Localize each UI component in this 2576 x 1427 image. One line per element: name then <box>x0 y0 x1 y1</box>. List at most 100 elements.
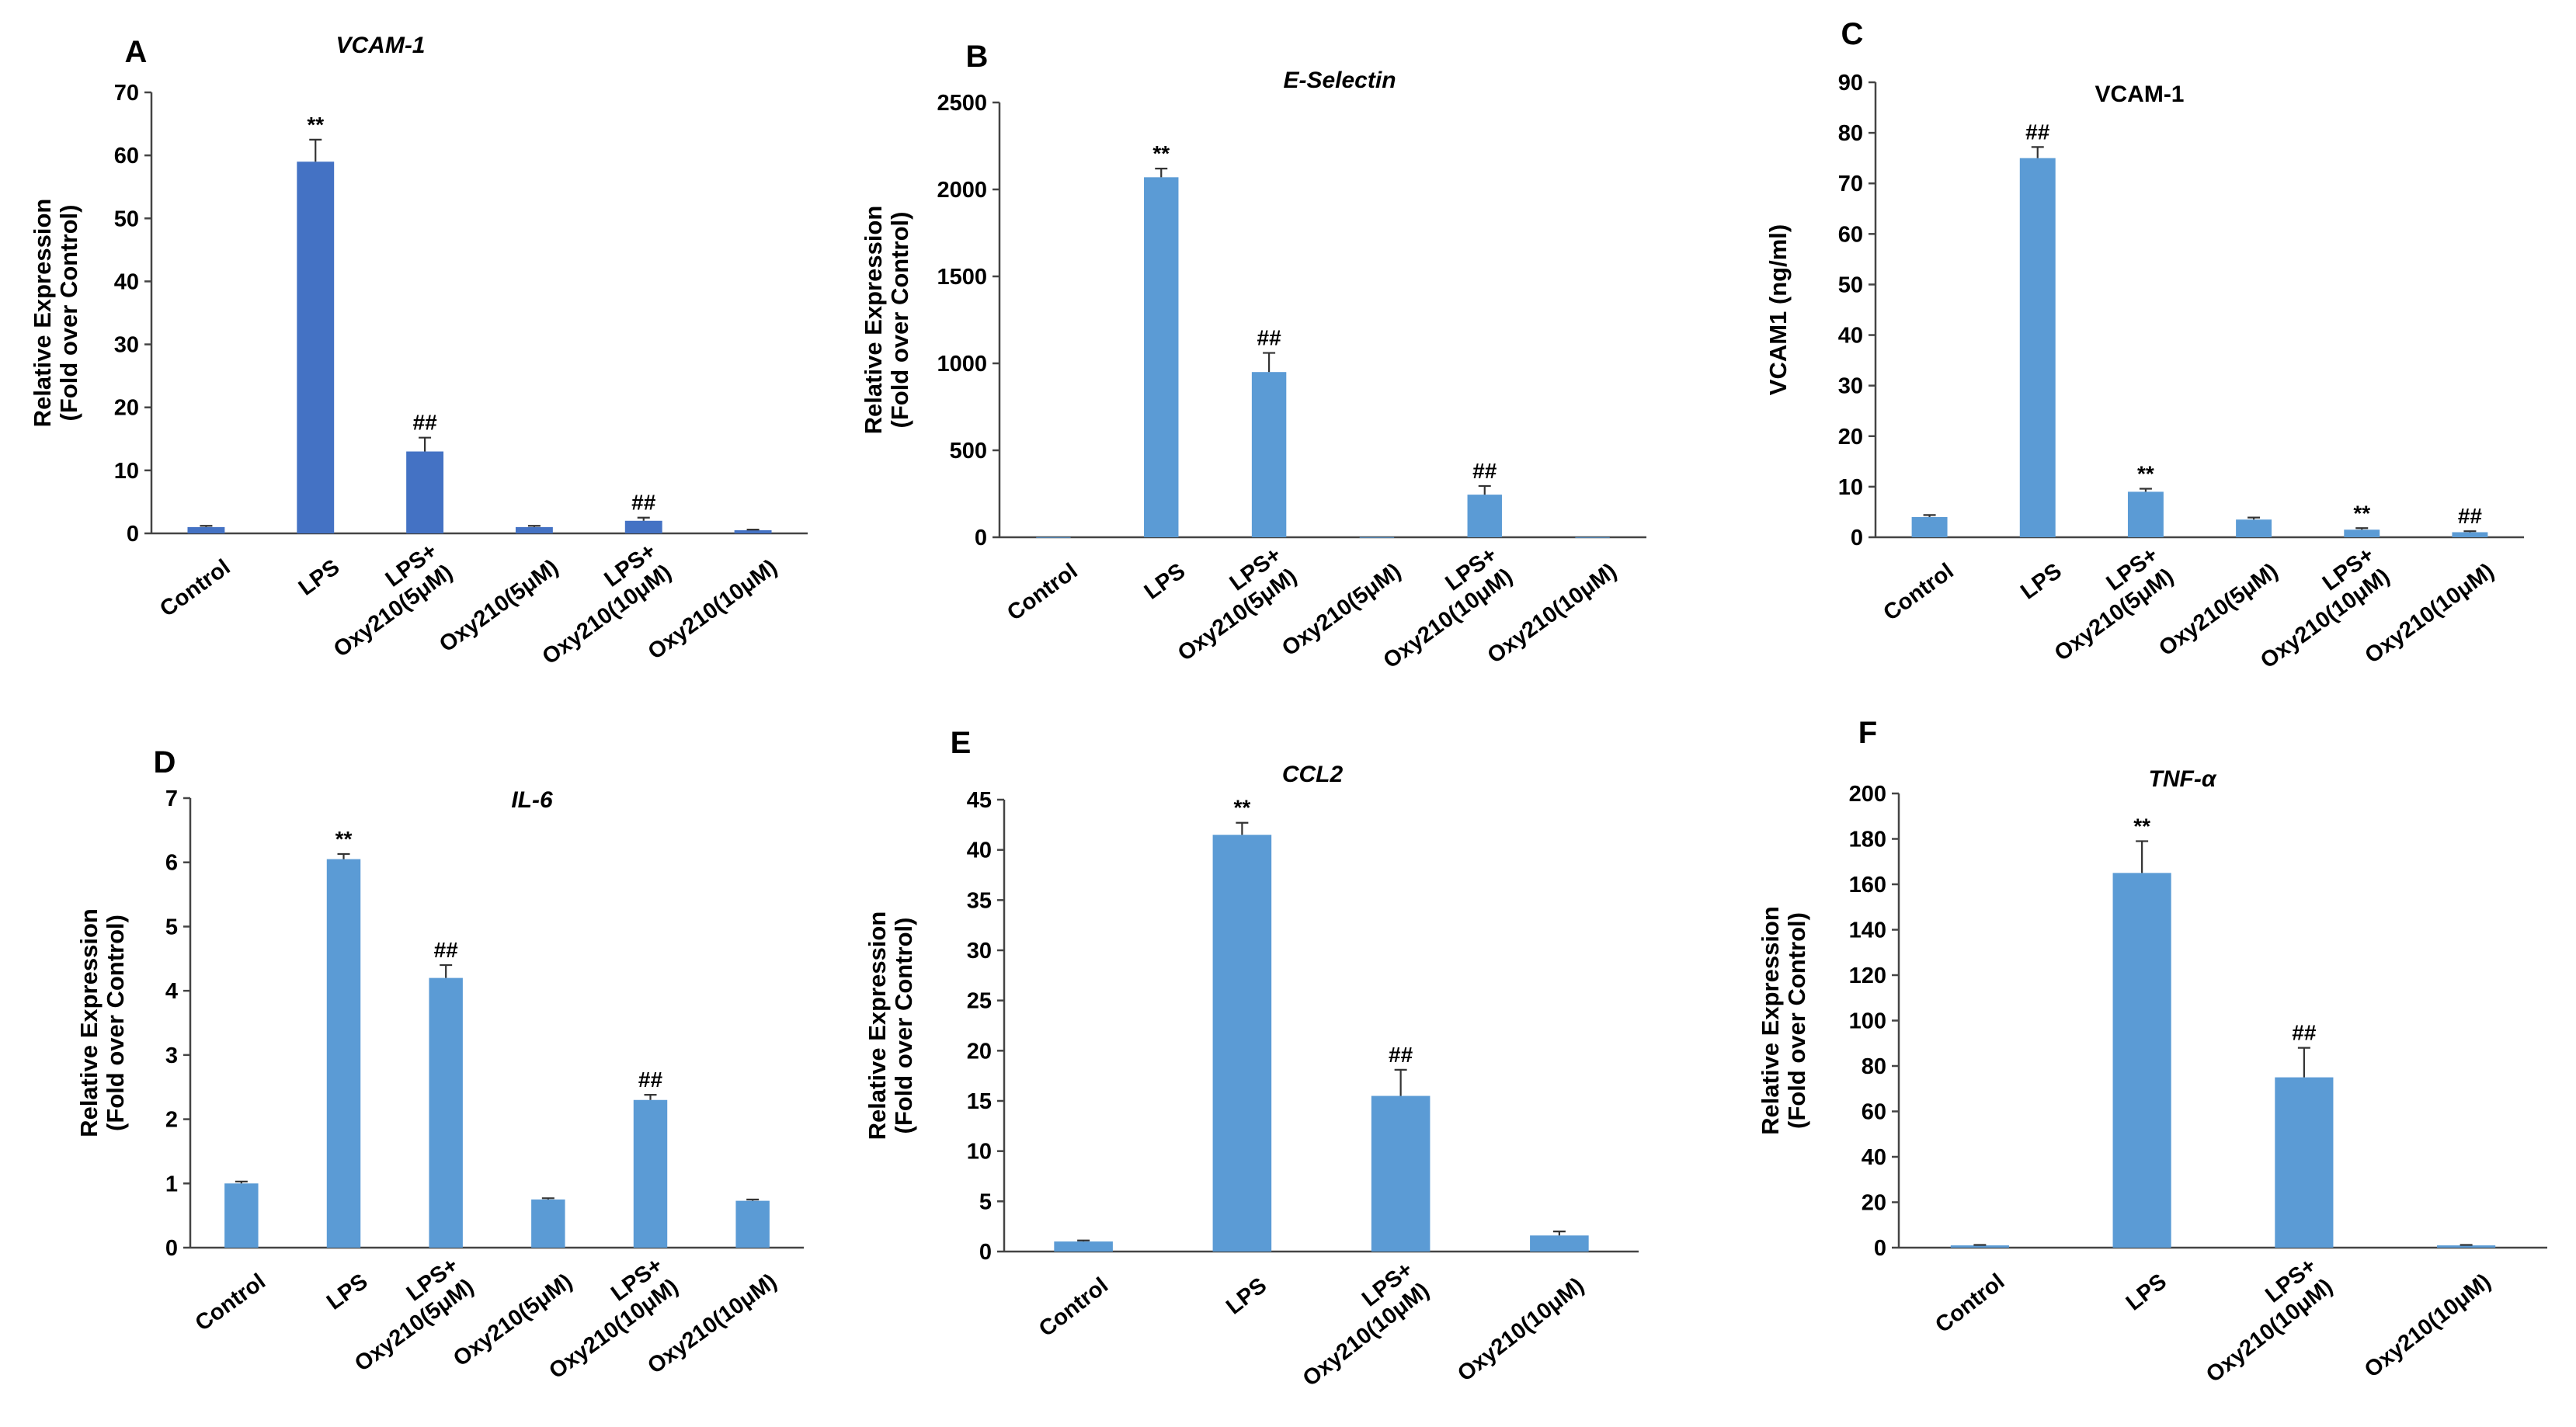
y-tick-label: 5 <box>979 1189 992 1214</box>
panel-b-chart: B E-Selectin Relative Expression (Fold over… <box>860 40 1646 674</box>
x-tick-label-line: LPS <box>2122 1269 2171 1316</box>
y-tick-label: 6 <box>165 851 178 876</box>
x-tick-label: Control <box>1931 1269 2009 1338</box>
bar <box>531 1199 565 1248</box>
significance-label: ## <box>2292 1021 2317 1045</box>
y-axis-label-line1: Relative Expression <box>860 206 887 435</box>
x-tick-label-line: Oxy210(5μM) <box>1278 559 1406 661</box>
x-tick-label-line: Control <box>1034 1273 1113 1342</box>
significance-label: ## <box>631 491 656 515</box>
x-tick-label: LPS+Oxy210(10μM) <box>1282 1257 1434 1391</box>
x-tick-label-line: Control <box>155 555 235 622</box>
y-tick-label: 20 <box>967 1039 992 1064</box>
x-tick-label-line: Oxy210(5μM) <box>2154 559 2282 661</box>
x-tick-label-line: Oxy210(10μM) <box>1453 1273 1589 1387</box>
y-tick-label: 90 <box>1838 71 1863 95</box>
y-tick-label: 80 <box>1838 121 1863 146</box>
y-tick-label: 25 <box>967 989 992 1014</box>
x-tick-label-line: Oxy210(5μM) <box>435 555 563 658</box>
chart-title: CCL2 <box>1282 762 1344 787</box>
bar <box>1359 536 1395 538</box>
panel-c-chart: C VCAM-1 VCAM1 (ng/ml) 0 10 20 30 40 50 60 70 80 90 C… <box>1764 17 2524 674</box>
x-tick-label: Control <box>1003 559 1082 626</box>
panel-letter: B <box>966 40 989 74</box>
y-tick-label: 15 <box>967 1089 992 1114</box>
bar <box>1251 372 1287 537</box>
x-tick-label-line: LPS <box>1140 559 1190 605</box>
y-tick-label: 0 <box>1851 526 1863 550</box>
significance-label: ** <box>2133 814 2150 838</box>
y-tick-label: 60 <box>114 144 139 168</box>
x-tick-label: Oxy210(5μM) <box>1278 559 1406 661</box>
y-tick-label: 1000 <box>937 352 987 377</box>
y-tick-label: 3 <box>165 1043 178 1068</box>
x-tick-label: Oxy210(5μM) <box>435 555 563 658</box>
y-tick-label: 160 <box>1849 873 1886 898</box>
y-tick-label: 0 <box>1874 1236 1886 1261</box>
bar <box>633 1099 668 1248</box>
panel-letter: C <box>1841 17 1864 51</box>
x-tick-label: LPS <box>322 1269 372 1315</box>
x-tick-label: LPS+Oxy210(5μM) <box>314 539 457 663</box>
y-tick-label: 100 <box>1849 1009 1886 1034</box>
x-tick-label: LPS <box>1140 559 1190 605</box>
x-tick-label: Oxy210(10μM) <box>1453 1273 1589 1387</box>
y-tick-label: 4 <box>165 979 178 1004</box>
bar <box>429 977 463 1248</box>
bar <box>734 529 772 533</box>
x-tick-label: LPS <box>2016 559 2066 605</box>
x-tick-label: Control <box>1879 559 1958 626</box>
significance-label: ** <box>1233 796 1250 820</box>
y-tick-label: 30 <box>1838 374 1863 399</box>
x-tick-label: Control <box>1034 1273 1113 1342</box>
x-tick-label: Control <box>191 1269 270 1336</box>
panel-letter: E <box>951 726 972 760</box>
significance-label: ** <box>2137 461 2154 485</box>
chart-title: IL-6 <box>511 787 553 813</box>
bar <box>406 451 444 533</box>
y-axis-label-line2: (Fold over Control) <box>55 205 82 422</box>
y-tick-label: 40 <box>967 838 992 863</box>
chart-title: TNF-α <box>2149 766 2217 792</box>
significance-label: ## <box>638 1068 663 1092</box>
bar <box>2437 1245 2496 1248</box>
bar <box>2019 158 2056 537</box>
y-tick-label: 20 <box>1838 425 1863 450</box>
y-tick-label: 60 <box>1838 222 1863 247</box>
bar <box>1054 1241 1113 1252</box>
significance-label: ## <box>2025 120 2050 144</box>
x-tick-label: LPS+Oxy210(5μM) <box>1158 543 1302 667</box>
y-tick-label: 500 <box>950 439 987 464</box>
bar <box>297 161 335 533</box>
bar <box>2344 529 2380 537</box>
y-tick-label: 50 <box>114 207 139 231</box>
significance-label: ## <box>413 411 438 435</box>
panel-f-chart: F TNF-α Relative Expression (Fold over Cont… <box>1757 716 2547 1387</box>
significance-label: ## <box>1472 459 1497 483</box>
y-axis-label-line1: Relative Expression <box>29 199 56 428</box>
y-tick-label: 35 <box>967 888 992 913</box>
significance-label: ** <box>1152 141 1170 165</box>
x-tick-label: LPS <box>2122 1269 2171 1316</box>
y-tick-label: 120 <box>1849 963 1886 988</box>
y-axis-label-line1: Relative Expression <box>75 908 103 1137</box>
y-tick-label: 1500 <box>937 265 987 290</box>
y-tick-label: 0 <box>979 1240 992 1265</box>
x-tick-label: Oxy210(10μM) <box>2360 1269 2496 1383</box>
y-tick-label: 10 <box>1838 475 1863 500</box>
y-tick-label: 200 <box>1849 782 1886 807</box>
y-tick-label: 7 <box>165 786 178 811</box>
y-axis-label-line2: (Fold over Control) <box>890 918 917 1134</box>
panel-letter: A <box>125 35 148 69</box>
x-tick-label-line: LPS <box>1222 1273 1271 1320</box>
bar <box>2452 532 2488 537</box>
x-tick-label: LPS+Oxy210(10μM) <box>2185 1253 2338 1387</box>
bar <box>1467 495 1502 537</box>
chart-title: E-Selectin <box>1283 68 1396 93</box>
y-tick-label: 5 <box>165 915 178 939</box>
bar <box>735 1200 770 1248</box>
y-tick-label: 2500 <box>937 91 987 116</box>
y-tick-label: 30 <box>967 939 992 963</box>
panel-a-chart: A VCAM-1 Relative Expression (Fold over Con… <box>29 33 808 670</box>
significance-label: ## <box>434 938 459 962</box>
